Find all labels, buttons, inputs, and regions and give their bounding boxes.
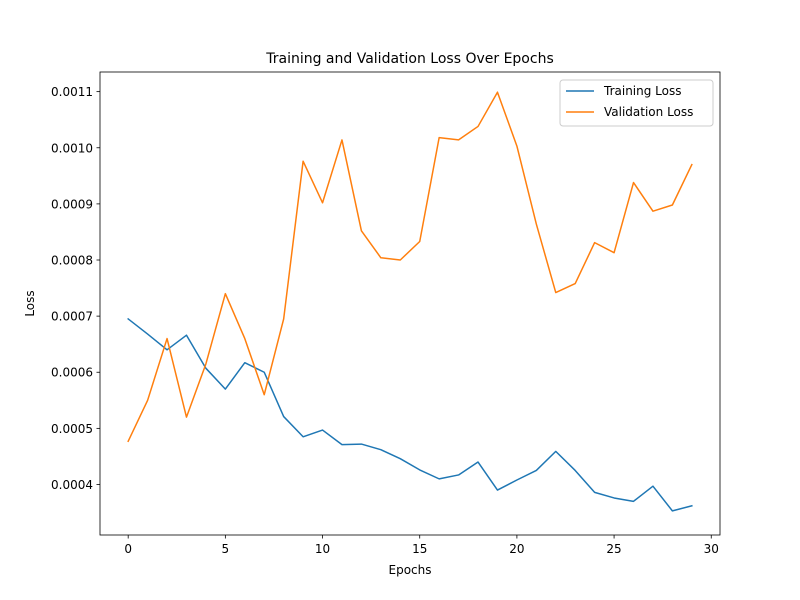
x-axis-ticks: 0 5 10 15 20 25 30: [124, 535, 719, 556]
x-tick-label: 5: [222, 542, 230, 556]
x-tick-label: 25: [606, 542, 621, 556]
x-tick-label: 15: [412, 542, 427, 556]
series-line-training-loss: [127, 317, 693, 512]
legend-label-training-loss: Training Loss: [603, 84, 681, 98]
chart-title: Training and Validation Loss Over Epochs: [265, 51, 554, 67]
y-axis-label: Loss: [23, 290, 37, 316]
y-tick-label: 0.0010: [51, 141, 93, 155]
y-tick-label: 0.0006: [51, 366, 93, 380]
y-tick-label: 0.0008: [51, 254, 93, 268]
legend-box: [559, 79, 714, 127]
y-tick-label: 0.0011: [51, 85, 93, 99]
series-layer: [127, 91, 693, 512]
legend-label-validation-loss: Validation Loss: [604, 105, 693, 119]
x-tick-label: 10: [315, 542, 330, 556]
x-tick-label: 20: [509, 542, 524, 556]
y-tick-label: 0.0007: [51, 310, 93, 324]
x-tick-label: 30: [704, 542, 719, 556]
y-tick-label: 0.0009: [51, 197, 93, 211]
plot-area: [99, 71, 721, 536]
y-axis-ticks: 0.0004 0.0005 0.0006 0.0007 0.0008 0.0009 0.00…: [51, 85, 100, 492]
x-tick-label: 0: [124, 542, 132, 556]
legend: Training Loss Validation Loss: [559, 79, 714, 127]
y-tick-label: 0.0005: [51, 422, 93, 436]
y-tick-label: 0.0004: [51, 478, 93, 492]
series-line-validation-loss: [127, 91, 693, 443]
x-axis-label: Epochs: [389, 563, 432, 577]
plot-frame: [99, 71, 721, 536]
